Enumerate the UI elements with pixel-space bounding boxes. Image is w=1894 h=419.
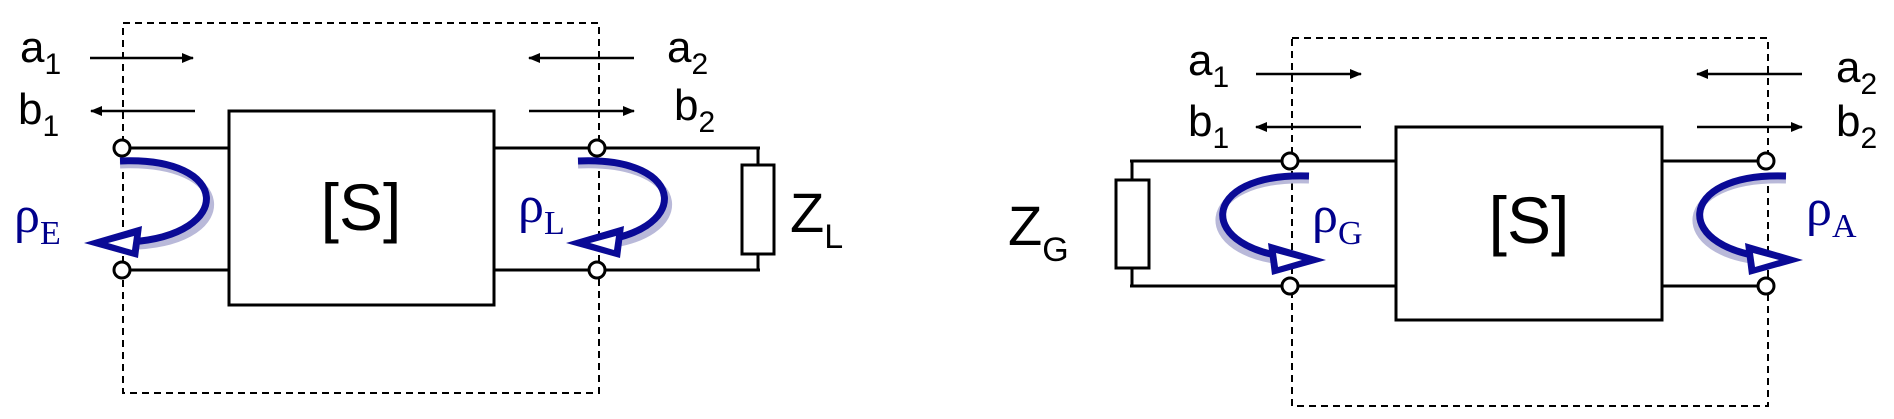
impedance-label-zg: ZG: [1008, 194, 1069, 269]
wave-label-b2-right: b2: [1836, 97, 1877, 155]
impedance-label-zl: ZL: [790, 181, 843, 256]
wave-label-b1-right: b1: [1188, 97, 1229, 155]
wave-label-a2-right: a2: [1836, 43, 1877, 101]
port1-terminal-bottom-right: [1280, 276, 1300, 296]
port2-terminal-bottom-right: [1756, 276, 1776, 296]
rho-label-e: ρE: [14, 187, 61, 252]
port2-terminal-top-left: [587, 138, 607, 158]
source-impedance-resistor: [1114, 178, 1151, 270]
wave-label-a1-left: a1: [20, 23, 61, 81]
wave-label-b1-left: b1: [18, 85, 59, 143]
reflection-arrow-rho-e: [119, 157, 210, 246]
port2-terminal-bottom-left: [587, 260, 607, 280]
reflection-arrow-rho-g: [1219, 172, 1310, 262]
wave-label-b2-left: b2: [674, 81, 715, 139]
reflection-arrow-rho-l: [577, 157, 668, 246]
s-parameter-block-left: [227, 109, 496, 307]
port1-terminal-top-right: [1280, 151, 1300, 171]
reflection-arrow-rho-a: [1696, 172, 1787, 262]
s-parameter-block-right: [1394, 125, 1664, 322]
reference-plane-box-right: [1291, 37, 1769, 407]
port1-terminal-bottom-left: [112, 260, 132, 280]
rho-label-a: ρA: [1806, 180, 1857, 245]
reference-plane-box-left: [122, 22, 600, 394]
s-block-label-right: [S]: [1489, 183, 1570, 257]
reflection-arrow-shadow-out-left: [577, 161, 672, 250]
wave-label-a1-right: a1: [1188, 36, 1229, 94]
rho-label-g: ρG: [1312, 187, 1363, 252]
two-port-diagram-right: [S] a1 b1 a2 b2 ZG ρG ρA: [1008, 36, 1877, 407]
port2-terminal-top-right: [1756, 151, 1776, 171]
port1-terminal-top-left: [112, 138, 132, 158]
reflection-arrow-shadow-out-right: [1692, 176, 1787, 266]
load-impedance-resistor: [740, 163, 776, 256]
reflection-arrow-shadow-in-right: [1215, 176, 1310, 266]
reflection-arrow-shadow-in-left: [119, 161, 214, 250]
s-block-label-left: [S]: [321, 170, 402, 244]
wave-label-a2-left: a2: [667, 23, 708, 81]
rho-label-l: ρL: [518, 177, 565, 242]
two-port-diagram-left: [S] a1 b1 a2 b2 ZL ρE ρL: [14, 22, 843, 394]
